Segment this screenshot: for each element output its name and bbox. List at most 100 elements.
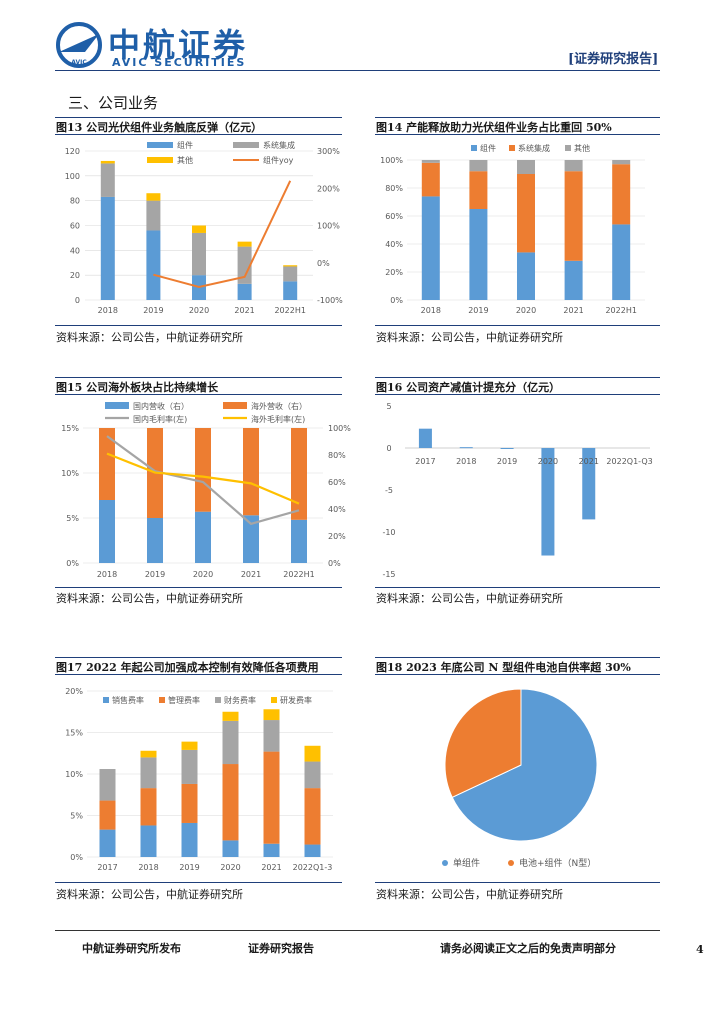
bar-segment xyxy=(99,829,116,857)
legend-swatch xyxy=(223,402,247,409)
legend-label: 组件yoy xyxy=(263,155,294,165)
bar-segment xyxy=(181,783,198,823)
y2-tick-label: 0% xyxy=(317,259,330,268)
x-tick-label: 2021 xyxy=(234,306,254,315)
bar-segment xyxy=(192,225,206,233)
fig15-top-rule xyxy=(55,377,342,378)
header-logo: AVIC xyxy=(55,22,103,68)
fig15-bottom-rule xyxy=(55,587,342,588)
header-report-type: [证券研究报告] xyxy=(568,52,659,67)
line-series xyxy=(106,435,300,526)
fig14-chart: 0% 20% 40% 60% 80% 100% 2018 2019 2020 2021 2022H1… xyxy=(380,143,645,315)
bar-segment xyxy=(263,709,280,721)
y-tick-label: 20% xyxy=(385,268,403,277)
bar-segment xyxy=(304,745,321,762)
fig13-bottom-rule xyxy=(55,325,342,326)
fig15-title: 图15 公司海外板块占比持续增长 xyxy=(56,381,219,394)
y-tick-label: 15% xyxy=(65,729,83,738)
y-tick-label: 0% xyxy=(390,296,403,305)
y-tick-label: 100 xyxy=(65,172,80,181)
y-tick-label: 10% xyxy=(61,469,79,478)
fig13-title-rule xyxy=(55,134,342,135)
fig18-title: 图18 2023 年底公司 N 型组件电池自供率超 30% xyxy=(376,661,631,674)
y2-tick-label: 80% xyxy=(328,451,346,460)
y-tick-label: 20 xyxy=(70,271,80,280)
x-tick-label: 2021 xyxy=(261,863,281,872)
legend-label: 电池+组件（N型） xyxy=(519,857,596,869)
fig14-title-rule xyxy=(375,134,660,135)
y2-tick-label: 0% xyxy=(328,559,341,568)
legend-label: 国内营收（右） xyxy=(133,401,189,411)
y2-tick-label: 60% xyxy=(328,478,346,487)
bar-segment xyxy=(517,252,535,300)
fig13-chart: 0 20 40 60 80 100 120 -100% 0% 100% 200% 300% 2018 20… xyxy=(65,140,343,315)
section-title: 三、公司业务 xyxy=(68,94,159,112)
y-tick-label: 40 xyxy=(70,246,80,255)
x-tick-label: 2021 xyxy=(579,457,599,466)
fig14-bottom-rule xyxy=(375,325,660,326)
legend-swatch xyxy=(147,157,173,163)
legend-swatch xyxy=(159,697,165,703)
bar-segment xyxy=(263,720,280,752)
bar xyxy=(500,448,514,449)
company-name-cn: 中航证券 xyxy=(108,26,249,64)
bar-segment xyxy=(195,511,211,563)
fig14-top-rule xyxy=(375,117,660,118)
y-tick-label: -10 xyxy=(382,528,395,537)
x-tick-label: 2018 xyxy=(98,306,118,315)
x-tick-label: 2018 xyxy=(138,863,158,872)
x-tick-label: 2019 xyxy=(143,306,163,315)
bar-segment xyxy=(469,160,488,172)
fig17-bottom-rule xyxy=(55,882,342,883)
bar-segment xyxy=(517,174,535,253)
legend-swatch xyxy=(103,697,109,703)
bar-segment xyxy=(140,825,157,857)
bar-segment xyxy=(421,160,440,163)
fig17-chart: 0% 5% 10% 15% 20% 2017 2018 2019 2020 2021 2022Q1-… xyxy=(65,687,333,872)
fig18-chart: 单组件 电池+组件（N型） xyxy=(442,688,598,869)
legend-label: 海外毛利率(左) xyxy=(251,414,305,424)
legend-label: 国内毛利率(左) xyxy=(133,414,187,424)
footer-divider xyxy=(55,930,660,931)
bar-segment xyxy=(237,246,252,284)
bar-segment xyxy=(140,788,157,826)
y-tick-label: -5 xyxy=(385,486,393,495)
x-tick-label: 2020 xyxy=(220,863,240,872)
fig18-source: 资料来源：公司公告，中航证券研究所 xyxy=(376,888,563,901)
bar-segment xyxy=(304,788,321,845)
x-tick-label: 2020 xyxy=(189,306,209,315)
line-series xyxy=(106,452,300,505)
bar-segment xyxy=(222,720,239,765)
legend-swatch xyxy=(471,145,477,151)
x-tick-label: 2019 xyxy=(468,306,488,315)
bar-segment xyxy=(237,241,252,247)
company-name-en: AVIC SECURITIES xyxy=(112,56,247,69)
y-tick-label: 100% xyxy=(380,156,403,165)
bar-segment xyxy=(146,230,161,300)
x-tick-label: 2020 xyxy=(516,306,536,315)
y-tick-label: 80% xyxy=(385,184,403,193)
y-tick-label: 40% xyxy=(385,240,403,249)
legend-swatch xyxy=(233,142,259,148)
fig15-chart: 0% 5% 10% 15% 0% 20% 40% 60% 80% 100% 2018 2019 2020… xyxy=(61,401,351,579)
legend-swatch xyxy=(147,142,173,148)
x-tick-label: 2021 xyxy=(563,306,583,315)
footer-publisher: 中航证券研究所发布 xyxy=(82,942,181,955)
bar-segment xyxy=(237,283,252,300)
page-number: 4 xyxy=(696,943,704,956)
legend-swatch xyxy=(271,697,277,703)
y-tick-label: 20% xyxy=(65,687,83,696)
y-tick-label: 0% xyxy=(66,559,79,568)
legend-label: 组件 xyxy=(480,143,496,153)
x-tick-label: 2018 xyxy=(421,306,441,315)
bar-segment xyxy=(100,196,115,300)
legend-swatch xyxy=(509,145,515,151)
bar-segment xyxy=(421,196,440,300)
fig18-bottom-rule xyxy=(375,882,660,883)
bar-segment xyxy=(192,232,206,276)
y-tick-label: 5% xyxy=(70,812,83,821)
y-tick-label: 60 xyxy=(70,222,80,231)
legend-label: 管理费率 xyxy=(168,695,200,705)
bar-segment xyxy=(469,209,488,300)
legend-label: 组件 xyxy=(177,140,193,150)
